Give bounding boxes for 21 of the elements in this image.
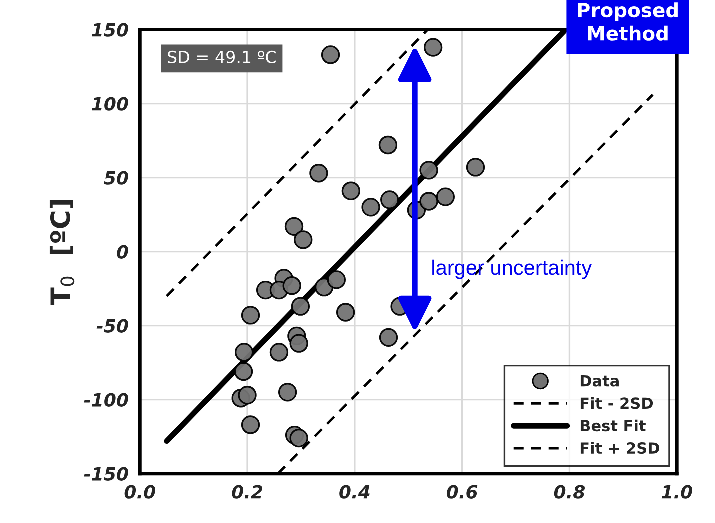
x-tick-label: 1.0 bbox=[662, 485, 692, 499]
annotation: SD = 49.1 ºC bbox=[168, 50, 276, 64]
x-tick-label: 0.6 bbox=[446, 485, 478, 499]
legend-label: Fit - 2SD bbox=[580, 397, 654, 410]
y-tick-label: 50 bbox=[104, 171, 128, 185]
y-tick-label: -50 bbox=[96, 319, 128, 333]
annotation: Proposed Method bbox=[578, 2, 678, 41]
x-tick-label: 0.0 bbox=[124, 485, 156, 499]
y-tick-label: -100 bbox=[84, 393, 128, 407]
legend-label: Data bbox=[580, 375, 619, 387]
y-tick-label: 0 bbox=[117, 245, 128, 259]
y-tick-label: 150 bbox=[92, 23, 128, 37]
x-tick-label: 0.4 bbox=[340, 485, 370, 499]
legend-label: Best Fit bbox=[580, 420, 646, 432]
y-tick-label: 100 bbox=[92, 97, 128, 111]
annotation: larger uncertainty bbox=[432, 260, 592, 280]
y-tick-label: -150 bbox=[84, 467, 128, 481]
x-tick-label: 0.8 bbox=[554, 485, 586, 499]
legend-label: Fit + 2SD bbox=[580, 442, 660, 454]
text: T$_{0}$ [ºC] bbox=[50, 200, 75, 306]
x-tick-label: 0.2 bbox=[232, 485, 263, 499]
